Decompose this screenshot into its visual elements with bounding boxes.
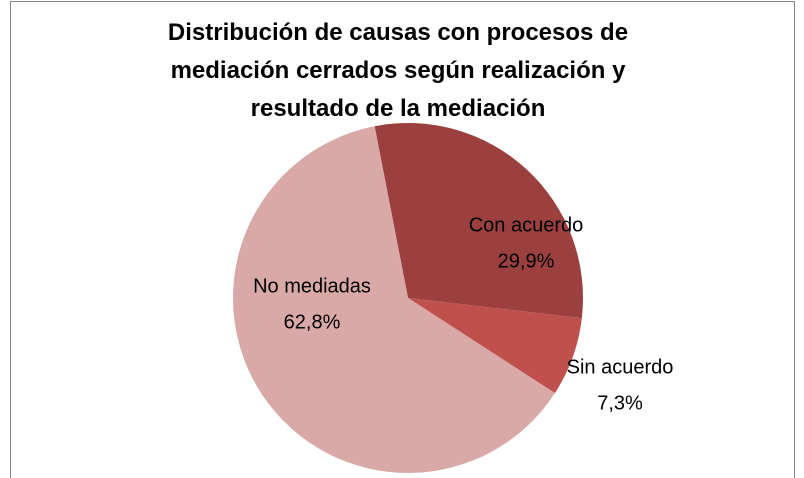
slice-value-label: 29,9% <box>498 250 555 272</box>
slice-label: No mediadas <box>253 275 371 297</box>
slice-label: Sin acuerdo <box>567 356 674 378</box>
chart-frame <box>10 1 795 478</box>
chart-title: Distribución de causas con procesos de m… <box>167 19 629 122</box>
slice-value-label: 7,3% <box>597 392 643 414</box>
pie-slice <box>408 298 582 394</box>
slice-label: Con acuerdo <box>469 214 584 236</box>
pie-slice <box>374 122 583 319</box>
pie-slice <box>232 126 555 473</box>
slice-value-label: 62,8% <box>284 311 341 333</box>
